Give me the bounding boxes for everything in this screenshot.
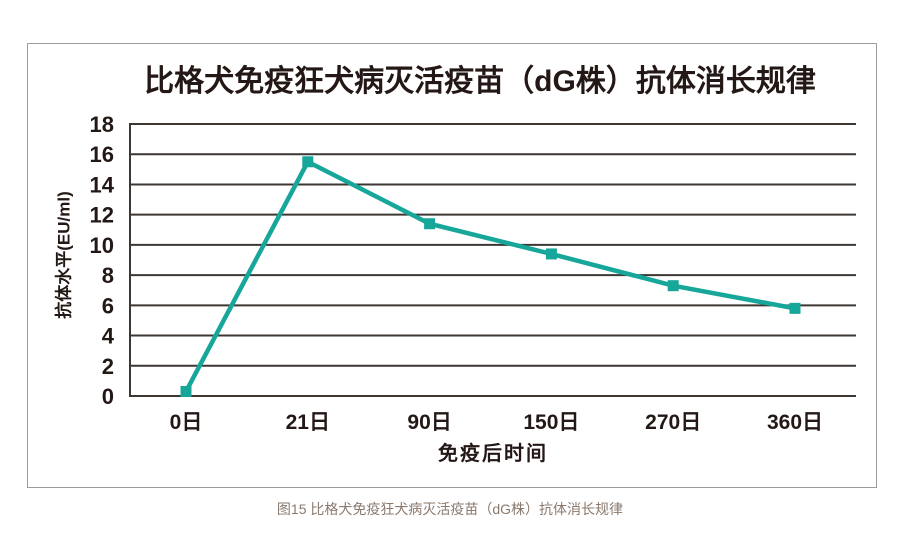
x-axis-title: 免疫后时间 xyxy=(438,443,548,465)
y-tick-label: 12 xyxy=(90,203,114,228)
data-point-marker xyxy=(180,385,192,397)
y-tick-label: 8 xyxy=(102,263,114,288)
chart-canvas: 0 2 4 6 8 10 12 14 16 18 0日 21日 90日 150日 270日 360日 xyxy=(90,112,856,434)
x-tick-label: 150日 xyxy=(523,411,579,434)
y-tick-label: 16 xyxy=(90,142,114,167)
data-point-marker xyxy=(424,218,436,230)
x-tick-label: 0日 xyxy=(170,411,203,434)
data-point-marker xyxy=(302,156,314,168)
data-point-marker xyxy=(545,248,557,260)
x-tick-label: 360日 xyxy=(767,411,823,434)
y-tick-label: 4 xyxy=(102,324,115,349)
data-point-marker xyxy=(789,302,801,314)
x-tick-label: 90日 xyxy=(407,411,451,434)
y-tick-label: 14 xyxy=(90,172,115,197)
figure-border-box xyxy=(27,43,877,488)
figure-caption: 图15 比格犬免疫狂犬病灭活疫苗（dG株）抗体消长规律 xyxy=(276,501,624,517)
y-tick-label: 2 xyxy=(102,354,114,379)
y-tick-label: 10 xyxy=(90,233,114,258)
y-tick-label: 0 xyxy=(102,384,114,409)
x-tick-label: 21日 xyxy=(286,411,330,434)
x-tick-label: 270日 xyxy=(645,411,701,434)
data-point-marker xyxy=(667,280,679,292)
y-tick-label: 18 xyxy=(90,112,114,137)
chart-title: 比格犬免疫狂犬病灭活疫苗（dG株）抗体消长规律 xyxy=(144,65,816,98)
y-tick-label: 6 xyxy=(102,293,114,318)
data-line xyxy=(184,158,796,393)
